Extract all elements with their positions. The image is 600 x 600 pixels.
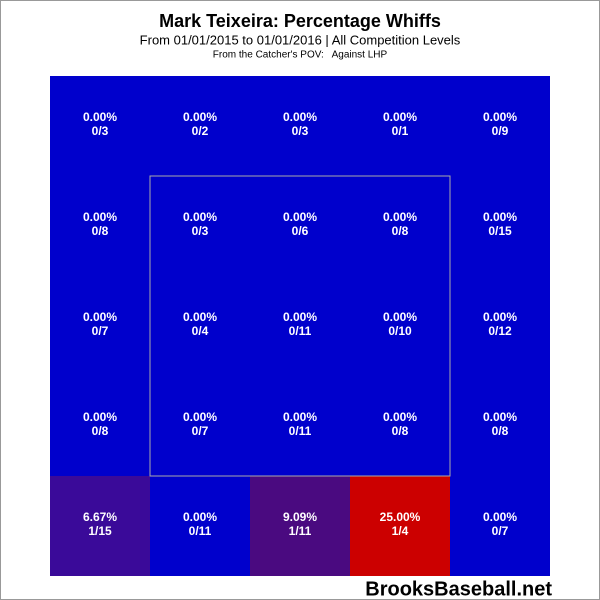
count-label: 0/11: [289, 424, 312, 438]
cell: [250, 76, 350, 176]
cell: [150, 176, 250, 276]
count-label: 0/11: [189, 524, 212, 538]
count-label: 1/4: [392, 524, 409, 538]
cell: [50, 476, 150, 576]
cell: [150, 276, 250, 376]
value-label: 0.00%: [283, 210, 317, 224]
value-label: 0.00%: [283, 310, 317, 324]
value-label: 0.00%: [183, 210, 217, 224]
value-label: 0.00%: [483, 510, 517, 524]
count-label: 0/1: [392, 124, 409, 138]
count-label: 0/8: [492, 424, 509, 438]
count-label: 0/11: [289, 324, 312, 338]
cell: [250, 376, 350, 476]
watermark: BrooksBaseball.net: [365, 578, 552, 600]
value-label: 9.09%: [283, 510, 317, 524]
cell: [50, 176, 150, 276]
value-label: 0.00%: [283, 410, 317, 424]
value-label: 0.00%: [483, 310, 517, 324]
value-label: 0.00%: [483, 110, 517, 124]
value-label: 0.00%: [483, 210, 517, 224]
value-label: 0.00%: [83, 210, 117, 224]
count-label: 0/7: [192, 424, 209, 438]
value-label: 0.00%: [183, 510, 217, 524]
cell: [250, 176, 350, 276]
value-label: 0.00%: [183, 110, 217, 124]
cell: [150, 76, 250, 176]
value-label: 25.00%: [380, 510, 421, 524]
cell: [350, 376, 450, 476]
count-label: 0/3: [192, 224, 209, 238]
cell: [350, 176, 450, 276]
value-label: 0.00%: [383, 110, 417, 124]
value-label: 0.00%: [83, 110, 117, 124]
count-label: 0/12: [488, 324, 512, 338]
count-label: 0/3: [292, 124, 309, 138]
strike-zone: [149, 175, 451, 477]
cell: [50, 376, 150, 476]
chart-subtitle: From 01/01/2015 to 01/01/2016 | All Comp…: [140, 32, 461, 47]
cell: [450, 176, 550, 276]
value-label: 0.00%: [83, 410, 117, 424]
chart-title: Mark Teixeira: Percentage Whiffs: [159, 11, 441, 31]
count-label: 0/6: [292, 224, 309, 238]
count-label: 1/11: [289, 524, 312, 538]
cell: [50, 276, 150, 376]
count-label: 0/9: [492, 124, 509, 138]
value-label: 6.67%: [83, 510, 117, 524]
count-label: 0/8: [392, 424, 409, 438]
grid: 0.00%0/30.00%0/20.00%0/30.00%0/10.00%0/9…: [50, 76, 550, 576]
value-label: 0.00%: [83, 310, 117, 324]
cell: [450, 76, 550, 176]
cell: [450, 376, 550, 476]
count-label: 0/3: [92, 124, 109, 138]
cell: [150, 476, 250, 576]
value-label: 0.00%: [283, 110, 317, 124]
cell: [50, 76, 150, 176]
chart-note: From the Catcher's POV: Against LHP: [213, 50, 388, 61]
value-label: 0.00%: [183, 310, 217, 324]
cell: [350, 276, 450, 376]
value-label: 0.00%: [183, 410, 217, 424]
count-label: 0/15: [488, 224, 512, 238]
cell: [350, 76, 450, 176]
cell: [250, 276, 350, 376]
count-label: 1/15: [88, 524, 112, 538]
value-label: 0.00%: [483, 410, 517, 424]
count-label: 0/4: [192, 324, 209, 338]
count-label: 0/8: [392, 224, 409, 238]
cell: [350, 476, 450, 576]
count-label: 0/8: [92, 224, 109, 238]
value-label: 0.00%: [383, 410, 417, 424]
value-label: 0.00%: [383, 210, 417, 224]
cell: [450, 476, 550, 576]
cell: [450, 276, 550, 376]
cell: [150, 376, 250, 476]
count-label: 0/8: [92, 424, 109, 438]
count-label: 0/7: [92, 324, 109, 338]
count-label: 0/2: [192, 124, 209, 138]
value-label: 0.00%: [383, 310, 417, 324]
cell: [250, 476, 350, 576]
count-label: 0/7: [492, 524, 509, 538]
count-label: 0/10: [388, 324, 412, 338]
